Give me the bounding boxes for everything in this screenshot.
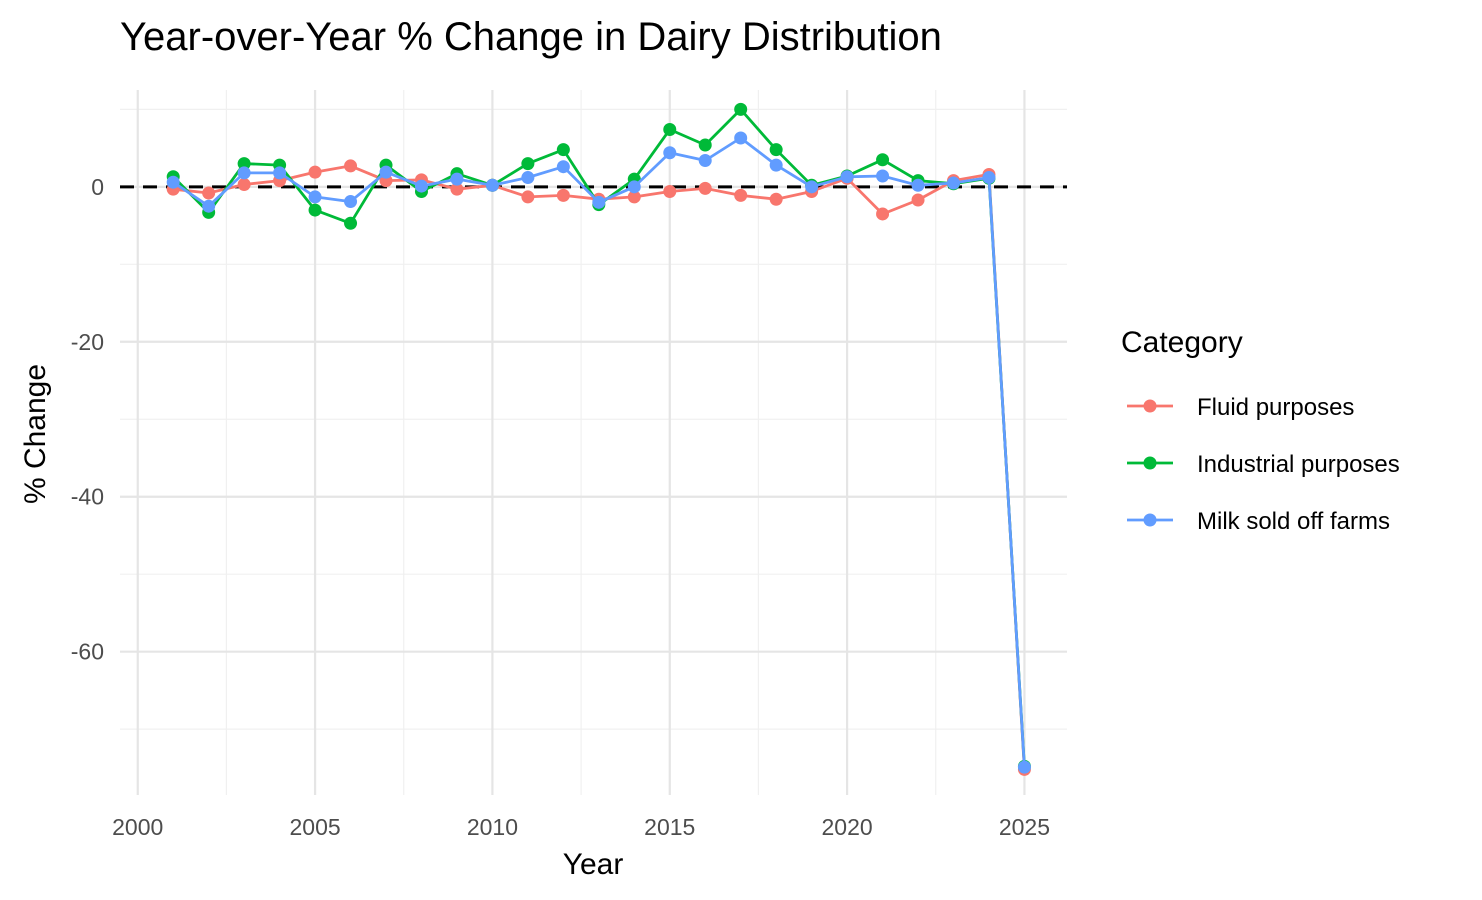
series-2-point bbox=[202, 199, 216, 213]
x-tick-label: 2005 bbox=[289, 814, 340, 840]
series-2-point bbox=[521, 171, 535, 185]
series-1-point bbox=[663, 123, 677, 137]
legend-label: Industrial purposes bbox=[1197, 451, 1400, 478]
y-tick-label: 0 bbox=[91, 174, 104, 200]
series-2-point bbox=[450, 172, 464, 186]
series-2-point bbox=[344, 195, 358, 209]
series-0-point bbox=[202, 186, 216, 200]
series-2-point bbox=[734, 131, 748, 145]
series-1-point bbox=[237, 157, 251, 171]
series-0-point bbox=[698, 181, 712, 195]
x-axis-title: Year bbox=[563, 848, 624, 881]
series-1-point bbox=[698, 138, 712, 152]
series-line-0 bbox=[173, 164, 1026, 770]
series-0-point bbox=[627, 190, 641, 204]
series-2-point bbox=[876, 169, 890, 183]
legend-title: Category bbox=[1121, 326, 1243, 359]
series-0-point bbox=[237, 178, 251, 192]
series-2-point bbox=[414, 179, 428, 193]
series-2-point bbox=[1017, 760, 1031, 774]
series-1-point bbox=[556, 143, 570, 157]
series-1-point bbox=[734, 102, 748, 116]
x-tick-label: 2010 bbox=[467, 814, 518, 840]
series-2-point bbox=[947, 176, 961, 190]
series-1-point bbox=[344, 216, 358, 230]
series-0-point bbox=[556, 188, 570, 202]
series-0-point bbox=[663, 184, 677, 198]
series-2-point bbox=[627, 180, 641, 194]
series-2-point bbox=[911, 178, 925, 192]
series-0-point bbox=[308, 165, 322, 179]
legend-label: Milk sold off farms bbox=[1197, 508, 1390, 535]
series-0-point bbox=[876, 207, 890, 221]
series-2-point bbox=[663, 146, 677, 160]
y-tick-label: -20 bbox=[71, 329, 104, 355]
series-1-point bbox=[308, 203, 322, 217]
series-1-point bbox=[769, 143, 783, 157]
chart-title: Year-over-Year % Change in Dairy Distrib… bbox=[120, 15, 942, 59]
series-2-point bbox=[698, 154, 712, 167]
series-2-point bbox=[982, 171, 996, 185]
series-2-point bbox=[805, 180, 819, 194]
series-2-point bbox=[166, 175, 180, 189]
series-2-point bbox=[840, 170, 854, 184]
series-2-point bbox=[485, 178, 499, 192]
x-tick-label: 2020 bbox=[822, 814, 873, 840]
series-0-point bbox=[521, 190, 535, 204]
series-2-point bbox=[237, 166, 251, 180]
series-1-point bbox=[521, 157, 535, 171]
legend: Category Fluid purposes Industrial purpos… bbox=[1121, 326, 1400, 535]
y-tick-label: -40 bbox=[71, 484, 104, 510]
plot-area: 2000 2005 2010 2015 2020 2025 0 -20 -40 -60 bbox=[71, 90, 1067, 840]
series-2-point bbox=[379, 165, 393, 179]
series-2-point bbox=[592, 195, 606, 209]
x-tick-label: 2000 bbox=[112, 814, 163, 840]
y-axis-title: % Change bbox=[19, 364, 52, 504]
series-1-point bbox=[876, 153, 890, 167]
series-0-point bbox=[450, 182, 464, 196]
series-2-point bbox=[769, 158, 783, 172]
legend-key-point bbox=[1143, 513, 1157, 527]
y-tick-label: -60 bbox=[71, 639, 104, 665]
series-0-point bbox=[911, 193, 925, 207]
legend-key-point bbox=[1143, 399, 1157, 413]
legend-key-point bbox=[1143, 456, 1157, 470]
x-tick-label: 2025 bbox=[999, 814, 1050, 840]
series-line-2 bbox=[172, 136, 1026, 768]
legend-label: Fluid purposes bbox=[1197, 394, 1354, 421]
series-2-point bbox=[556, 160, 570, 174]
x-tick-label: 2015 bbox=[644, 814, 695, 840]
series-0-point bbox=[344, 159, 358, 173]
series-2-point bbox=[273, 166, 287, 180]
series-0-point bbox=[734, 188, 748, 202]
series-0-point bbox=[769, 192, 783, 206]
series-2-point bbox=[308, 190, 322, 204]
